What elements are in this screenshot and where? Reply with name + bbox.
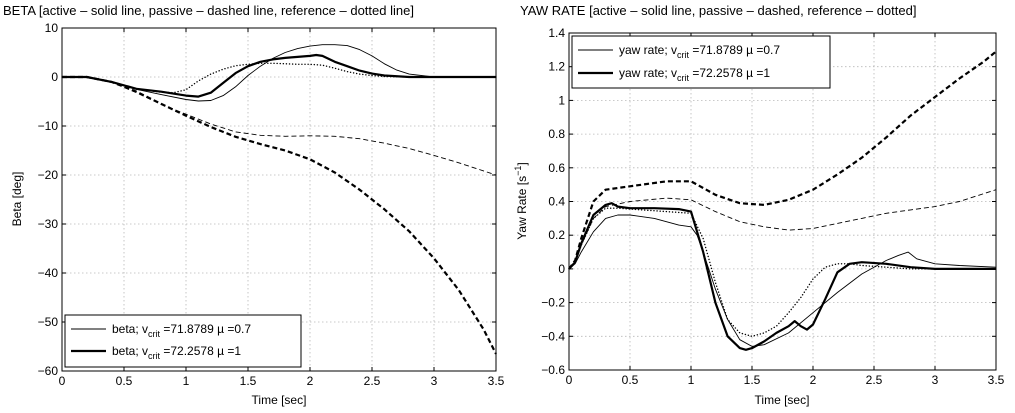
beta-y-tick-label: 10	[45, 21, 59, 35]
beta-x-tick-label: 0	[59, 374, 66, 388]
beta-x-tick-label: 1	[183, 374, 190, 388]
beta-y-tick-label: −40	[38, 266, 59, 280]
beta-chart: BETA [active – solid line, passive – das…	[3, 3, 505, 407]
yaw-rate-y-tick-label: 1.4	[548, 26, 565, 40]
beta-x-tick-label: 2	[307, 374, 314, 388]
beta-legend: beta; vcrit =71.8789 µ =0.7 beta; vcrit …	[64, 314, 302, 368]
beta-y-tick-label: 0	[51, 70, 58, 84]
yaw-rate-y-tick-label: 0.2	[548, 228, 565, 242]
beta-x-tick-label: 0.5	[116, 374, 133, 388]
yaw-rate-x-tick-label: 3	[932, 373, 939, 387]
yaw-rate-series-dotted	[568, 207, 997, 337]
beta-plot-frame	[61, 27, 497, 372]
beta-series-group	[61, 44, 497, 355]
yaw-rate-series-group	[568, 50, 997, 351]
yaw-rate-y-tick-label: 0.4	[548, 195, 565, 209]
beta-y-tick-label: −60	[38, 364, 59, 378]
yaw-rate-y-tick-label: −0.2	[541, 296, 565, 310]
beta-y-tick-label: −10	[38, 119, 59, 133]
yaw-rate-x-tick-label: 2.5	[866, 373, 883, 387]
yaw-rate-axis-ticks: 0 0.5 1 1.5 2 2.5 3 3.5 1.4 1.2 1 0.8 0.6 0.4 0.2 0 −0.2…	[541, 26, 1004, 387]
yaw-rate-x-tick-label: 1.5	[744, 373, 761, 387]
beta-axis-ticks: 0 0.5 1 1.5 2 2.5 3 3.5 10 0 −10 −20 −30 −40 −50 −60	[38, 21, 505, 388]
yaw-rate-y-tick-label: 1	[558, 93, 565, 107]
beta-y-tick-label: −20	[38, 168, 59, 182]
yaw-rate-series-thin-solid	[568, 214, 997, 347]
beta-series-thin-solid	[62, 44, 496, 102]
yaw-rate-legend-entry-2: yaw rate; vcrit =72.2578 µ =1	[619, 66, 770, 83]
yaw-rate-y-tick-label: −0.6	[541, 363, 565, 377]
beta-series-dotted	[61, 62, 497, 94]
yaw-rate-legend-box	[571, 35, 831, 89]
yaw-rate-y-tick-label: 0.8	[548, 127, 565, 141]
beta-legend-entry-2: beta; vcrit =72.2578 µ =1	[112, 344, 241, 361]
yaw-rate-y-tick-label: 0	[558, 262, 565, 276]
beta-series-thick-dashed	[62, 75, 497, 355]
yaw-rate-y-tick-label: 1.2	[548, 60, 565, 74]
beta-y-tick-label: −50	[38, 315, 59, 329]
beta-x-tick-label: 1.5	[240, 374, 257, 388]
beta-y-tick-label: −30	[38, 217, 59, 231]
yaw-rate-legend-entry-1: yaw rate; vcrit =71.8789 µ =0.7	[619, 43, 780, 60]
beta-chart-title: BETA [active – solid line, passive – das…	[3, 3, 414, 18]
beta-legend-box	[64, 314, 302, 368]
yaw-rate-y-tick-label: 0.6	[548, 161, 565, 175]
yaw-rate-chart-title: YAW RATE [active – solid line, passive –…	[520, 3, 916, 18]
yaw-rate-y-tick-label: −0.4	[541, 329, 565, 343]
beta-x-tick-label: 3.5	[488, 374, 505, 388]
beta-y-axis-label: Beta [deg]	[10, 172, 24, 227]
beta-x-axis-label: Time [sec]	[252, 393, 307, 407]
yaw-rate-x-tick-label: 2	[810, 373, 817, 387]
yaw-rate-chart: YAW RATE [active – solid line, passive –…	[513, 3, 1005, 407]
yaw-rate-series-thick-solid	[568, 202, 996, 351]
beta-x-tick-label: 2.5	[364, 374, 381, 388]
yaw-rate-x-tick-label: 0.5	[622, 373, 639, 387]
yaw-rate-x-tick-label: 1	[688, 373, 695, 387]
yaw-rate-series-thick-dashed	[568, 50, 997, 270]
beta-x-tick-label: 3	[431, 374, 438, 388]
yaw-rate-x-tick-label: 0	[566, 373, 573, 387]
beta-series-thick-solid	[62, 53, 496, 98]
yaw-rate-legend: yaw rate; vcrit =71.8789 µ =0.7 yaw rate…	[571, 35, 831, 89]
yaw-rate-x-tick-label: 3.5	[988, 373, 1005, 387]
yaw-rate-y-axis-label: Yaw Rate [s−1]	[513, 162, 529, 239]
beta-legend-entry-1: beta; vcrit =71.8789 µ =0.7	[112, 322, 251, 339]
yaw-rate-x-axis-label: Time [sec]	[755, 393, 810, 407]
